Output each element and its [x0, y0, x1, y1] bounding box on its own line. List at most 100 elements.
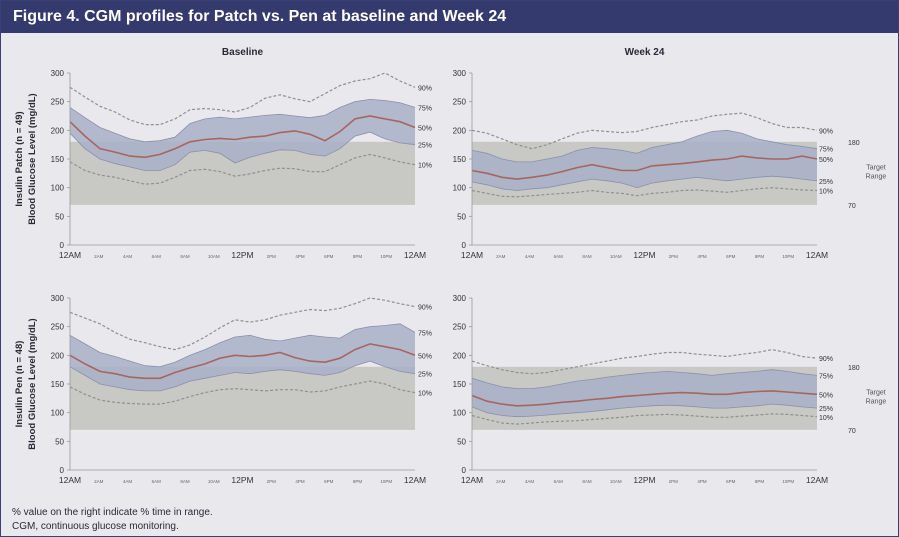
- patch-baseline-x-tick-label: 4PM: [295, 254, 305, 259]
- pen-week24-p25-line: [471, 403, 818, 418]
- pen-baseline-pct-label: 75%: [418, 330, 432, 337]
- patch-week24-x-tick-label: 4PM: [697, 254, 707, 259]
- pen-week24-x-tick-label: 4AM: [525, 479, 535, 484]
- pen-week24-target-range-label: Range: [866, 398, 887, 405]
- patch-baseline-x-tick-label: 12AM: [59, 250, 81, 260]
- patch-week24-x-tick-label: 4AM: [525, 254, 535, 259]
- pen-baseline-x-tick-label: 10AM: [208, 479, 220, 484]
- patch-week24-x-tick-label: 6AM: [554, 254, 564, 259]
- patch-week24-p75-line: [471, 129, 818, 163]
- patch-week24-x-tick-label: 2PM: [669, 254, 679, 259]
- patch-week24-pct-label: 10%: [819, 189, 833, 196]
- pen-baseline-pct-label: 25%: [418, 372, 432, 379]
- pen-week24-x-tick-label: 12PM: [633, 475, 655, 485]
- patch-week24-x-tick-label: 10AM: [610, 254, 622, 259]
- pen-baseline-y-tick-label: 150: [51, 380, 65, 389]
- patch-baseline-x-tick-label: 8PM: [353, 254, 363, 259]
- pen-week24-y-tick-label: 150: [453, 380, 467, 389]
- patch-week24-pct-label: 25%: [819, 179, 833, 186]
- patch-week24-x-tick-label: 12AM: [806, 250, 828, 260]
- patch-baseline-x-tick-label: 10AM: [208, 254, 220, 259]
- pen-week24-pct-label: 50%: [819, 392, 833, 399]
- patch-baseline-x-tick-label: 10PM: [380, 254, 392, 259]
- pen-week24-x-tick-label: 8PM: [755, 479, 765, 484]
- pen-baseline-x-tick-label: 6AM: [152, 479, 162, 484]
- pen-week24-p75-line: [471, 369, 818, 389]
- pen-week24-pct-label: 10%: [819, 415, 833, 422]
- patch-baseline-p75-line: [69, 98, 416, 143]
- patch-week24-p90-line: [471, 112, 818, 150]
- pen-week24-x-tick-label: 4PM: [697, 479, 707, 484]
- pen-baseline-y-tick-label: 250: [51, 323, 65, 332]
- pen-baseline-x-tick-label: 12AM: [404, 475, 426, 485]
- patch-baseline-median-line: [69, 115, 416, 159]
- patch-week24-pct-label: 90%: [819, 128, 833, 135]
- patch-week24-y-tick-label: 250: [453, 98, 467, 107]
- pen-week24-y-tick-label: 50: [457, 437, 466, 446]
- patch-baseline-p90-line: [69, 72, 416, 126]
- patch-week24-y-tick-label: 0: [462, 241, 467, 250]
- pen-baseline-ylabel: Blood Glucose Level (mg/dL): [27, 318, 38, 449]
- patch-baseline-ylabel: Blood Glucose Level (mg/dL): [27, 93, 38, 224]
- pen-baseline-ylabel: Insulin Pen (n = 48): [14, 341, 25, 428]
- patch-week24-x-tick-label: 12PM: [633, 250, 655, 260]
- patch-baseline-x-tick-label: 8AM: [180, 254, 190, 259]
- pen-week24-median-line: [471, 390, 818, 407]
- patch-week24-x-tick-label: 6PM: [726, 254, 736, 259]
- pen-week24-x-tick-label: 8AM: [582, 479, 592, 484]
- patch-week24-y-tick-label: 150: [453, 155, 467, 164]
- patch-week24-x-tick-label: 8PM: [755, 254, 765, 259]
- patch-week24-y-tick-label: 100: [453, 184, 467, 193]
- pen-baseline-iqr-band: [70, 323, 415, 391]
- pen-baseline-y-tick-label: 100: [51, 409, 65, 418]
- pen-week24-pct-label: 25%: [819, 406, 833, 413]
- patch-baseline-y-tick-label: 150: [51, 155, 65, 164]
- pen-baseline-y-tick-label: 0: [60, 466, 65, 475]
- patch-baseline-y-tick-label: 300: [51, 69, 65, 78]
- footnote-percent: % value on the right indicate % time in …: [12, 507, 213, 518]
- pen-week24-y-tick-label: 0: [462, 466, 467, 475]
- patch-week24-x-tick-label: 2AM: [496, 254, 506, 259]
- patch-baseline-y-tick-label: 250: [51, 98, 65, 107]
- pen-week24-pct-label: 90%: [819, 356, 833, 363]
- pen-week24-x-tick-label: 6PM: [726, 479, 736, 484]
- pen-baseline-p75-line: [69, 323, 416, 368]
- patch-baseline-x-tick-label: 12PM: [231, 250, 253, 260]
- pen-week24-x-tick-label: 6AM: [554, 479, 564, 484]
- patch-baseline-p10-line: [69, 153, 416, 185]
- pen-baseline-y-tick-label: 200: [51, 351, 65, 360]
- patch-baseline-pct-label: 50%: [418, 125, 432, 132]
- patch-week24-y-tick-label: 300: [453, 69, 467, 78]
- pen-baseline-y-tick-label: 50: [55, 437, 64, 446]
- pen-week24-iqr-band: [472, 369, 817, 417]
- patch-week24-x-tick-label: 10PM: [782, 254, 794, 259]
- pen-baseline-x-tick-label: 4AM: [123, 479, 133, 484]
- patch-baseline-pct-label: 75%: [418, 105, 432, 112]
- pen-week24-p90-line: [471, 348, 818, 375]
- pen-week24-y-tick-label: 300: [453, 294, 467, 303]
- pen-baseline-x-tick-label: 2AM: [94, 479, 104, 484]
- pen-baseline-y-tick-label: 300: [51, 294, 65, 303]
- pen-week24-pct-label: 75%: [819, 373, 833, 380]
- patch-baseline-y-tick-label: 50: [55, 212, 64, 221]
- figure-title: Figure 4. CGM profiles for Patch vs. Pen…: [13, 8, 507, 25]
- patch-week24-x-tick-label: 12AM: [461, 250, 483, 260]
- patch-baseline-y-tick-label: 100: [51, 184, 65, 193]
- patch-baseline-iqr-band: [70, 99, 415, 171]
- pen-week24-target-high-label: 180: [848, 365, 860, 372]
- patch-baseline-pct-label: 10%: [418, 163, 432, 170]
- pen-week24-target-low-label: 70: [848, 428, 856, 435]
- pen-week24-x-tick-label: 10PM: [782, 479, 794, 484]
- pen-baseline-pct-label: 10%: [418, 391, 432, 398]
- patch-week24-y-tick-label: 50: [457, 212, 466, 221]
- pen-baseline-p90-line: [69, 297, 416, 351]
- pen-baseline-pct-label: 50%: [418, 353, 432, 360]
- pen-week24-x-tick-label: 2PM: [669, 479, 679, 484]
- patch-week24-target-low-label: 70: [848, 203, 856, 210]
- patch-baseline-x-tick-label: 6AM: [152, 254, 162, 259]
- patch-week24-pct-label: 50%: [819, 157, 833, 164]
- pen-baseline-x-tick-label: 6PM: [324, 479, 334, 484]
- patch-baseline-x-tick-label: 6PM: [324, 254, 334, 259]
- patch-baseline-x-tick-label: 2AM: [94, 254, 104, 259]
